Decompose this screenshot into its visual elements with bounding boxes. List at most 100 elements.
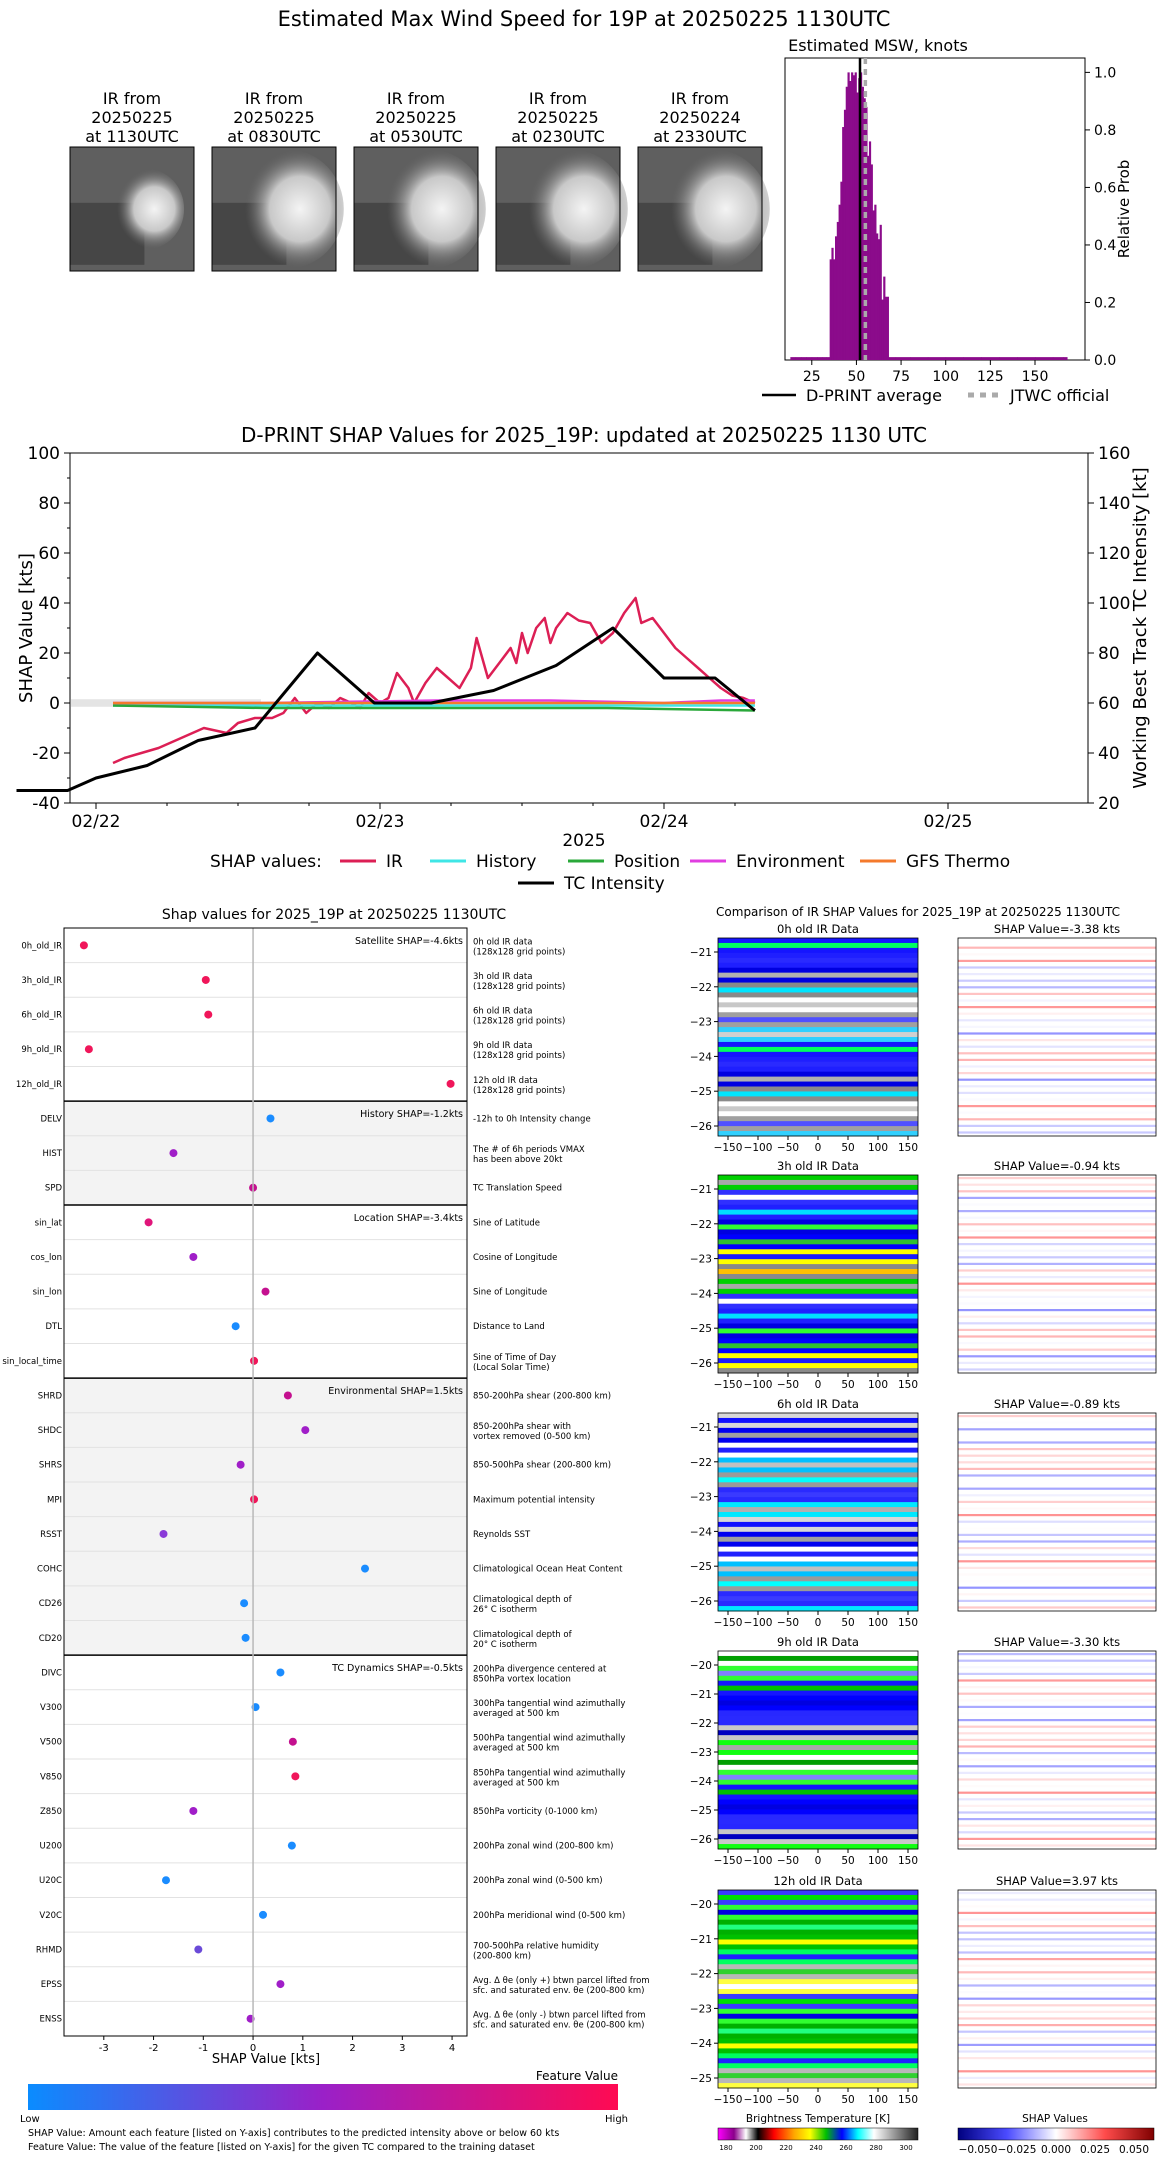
- feature-desc: (128x128 grid points): [473, 947, 565, 957]
- y-tick-label: 60: [38, 544, 60, 564]
- feature-desc: vortex removed (0-500 km): [473, 1432, 590, 1442]
- histogram-bar: [829, 259, 832, 360]
- feature-name: sin_lon: [33, 1288, 62, 1298]
- shap-strip: [958, 1415, 1156, 1418]
- shap-strip: [958, 1361, 1156, 1364]
- shap-strip: [958, 1454, 1156, 1457]
- x-tick-label: 0: [815, 1855, 822, 1867]
- ir-strip: [718, 1288, 918, 1295]
- feature-name: RHMD: [36, 1945, 63, 1955]
- y-tick-label: −24: [690, 2038, 712, 2050]
- ir-strip: [718, 938, 918, 944]
- ir-strip: [718, 1096, 918, 1102]
- feature-point: [144, 1218, 153, 1227]
- shap-strip: [958, 1573, 1156, 1575]
- histogram-bar: [840, 181, 843, 360]
- x-tick-label: 150: [898, 1617, 918, 1629]
- shap-strip: [958, 940, 1156, 942]
- y-right-tick-label: 120: [1098, 544, 1130, 564]
- shap-strip: [958, 1098, 1156, 1100]
- shap-strip: [958, 1944, 1156, 1947]
- feature-desc: 3h old IR data: [473, 972, 532, 982]
- ir-strip: [718, 2003, 918, 2010]
- y-tick-label: 0: [49, 694, 60, 714]
- shap-strip: [958, 1785, 1156, 1787]
- histogram-bar: [822, 357, 827, 360]
- ir-strip: [718, 2068, 918, 2074]
- histogram-bar: [895, 357, 911, 360]
- shap-strip: [958, 2024, 1156, 2027]
- histogram-bar: [851, 72, 854, 360]
- histogram-bar: [865, 106, 868, 361]
- ir-strip: [718, 1526, 918, 1533]
- ir-strip: [718, 1839, 918, 1845]
- ir-strip: [718, 1343, 918, 1349]
- ir-strip: [718, 1541, 918, 1548]
- feature-desc: 12h old IR data: [473, 1076, 538, 1086]
- feature-xlabel: SHAP Value [kts]: [212, 2052, 320, 2067]
- shap-strip: [958, 1507, 1156, 1509]
- shap-strip: [958, 1653, 1156, 1656]
- ir-strip: [718, 1774, 918, 1781]
- shap-strip: [958, 1566, 1156, 1569]
- shap-strip: [958, 1712, 1156, 1714]
- feature-desc: 850hPa vortex location: [473, 1674, 571, 1684]
- ir-strip: [718, 997, 918, 1003]
- feature-desc: averaged at 500 km: [473, 1744, 559, 1754]
- ir-strip: [718, 1764, 918, 1771]
- ir-strip: [718, 1244, 918, 1250]
- feature-desc: Cosine of Longitude: [473, 1253, 557, 1263]
- shap-strip: [958, 946, 1156, 949]
- group-label: History SHAP=-1.2kts: [360, 1109, 463, 1120]
- ir-strip: [718, 1323, 918, 1329]
- y-tick-label: −22: [690, 1457, 712, 1469]
- histogram-bar: [1017, 357, 1036, 360]
- shap-strip: [958, 999, 1156, 1002]
- ir-strip: [718, 972, 918, 979]
- feature-point: [161, 1876, 170, 1885]
- histogram-bar: [847, 72, 850, 360]
- shap-strip: [958, 1951, 1156, 1954]
- feature-name: SHRS: [39, 1461, 62, 1471]
- bt-tick-label: 280: [869, 2144, 882, 2152]
- bt-tick-label: 300: [899, 2144, 912, 2152]
- y-tick-label: −25: [690, 1561, 712, 1573]
- feature-point: [287, 1841, 296, 1850]
- thumb-caption-line3: at 0530UTC: [369, 127, 463, 146]
- x-tick-label: 150: [898, 1142, 918, 1154]
- ir-strip: [718, 1804, 918, 1810]
- feature-desc: sfc. and saturated env. θe (200-800 km): [473, 1986, 645, 1996]
- ir-strip: [718, 2083, 918, 2089]
- histogram-bar: [1063, 357, 1068, 360]
- histogram-axes: 25 50 75 100 125 150 0.0 0.2 0.4 0.6 0.8 1.0: [803, 65, 1116, 385]
- shap-strip: [958, 1315, 1156, 1318]
- ir-strip: [718, 1571, 918, 1577]
- ir-strip: [718, 1720, 918, 1726]
- shap-strip: [958, 1236, 1156, 1239]
- thumb-caption-line2: 20250225: [233, 108, 314, 127]
- feature-desc: (128x128 grid points): [473, 1017, 565, 1027]
- ir-strip: [718, 1091, 918, 1097]
- ir-strip: [718, 1353, 918, 1359]
- feature-point: [84, 1045, 93, 1054]
- histogram-bar: [870, 164, 873, 360]
- y-tick-label: 0.0: [1094, 353, 1116, 369]
- histogram-bar: [852, 75, 856, 360]
- ir-strip: [718, 1745, 918, 1751]
- x-tick-label: −100: [744, 1855, 773, 1867]
- y-right-tick-label: 20: [1098, 794, 1120, 814]
- shap-panel-frame: [957, 937, 1157, 1137]
- shap-strip: [958, 1210, 1156, 1213]
- ir-thumb-cloud: [109, 168, 185, 250]
- shap-strip: [958, 1692, 1156, 1695]
- ir-strip: [718, 2063, 918, 2069]
- y-right-tick-label: 100: [1098, 594, 1130, 614]
- feature-name: SHRD: [38, 1391, 63, 1401]
- ir-strip: [718, 1601, 918, 1607]
- y-tick-label: −26: [690, 1596, 712, 1608]
- ir-strip: [718, 1964, 918, 1970]
- shap-strip: [958, 1831, 1156, 1834]
- shap-strip: [958, 1474, 1156, 1477]
- ir-strip: [718, 1254, 918, 1260]
